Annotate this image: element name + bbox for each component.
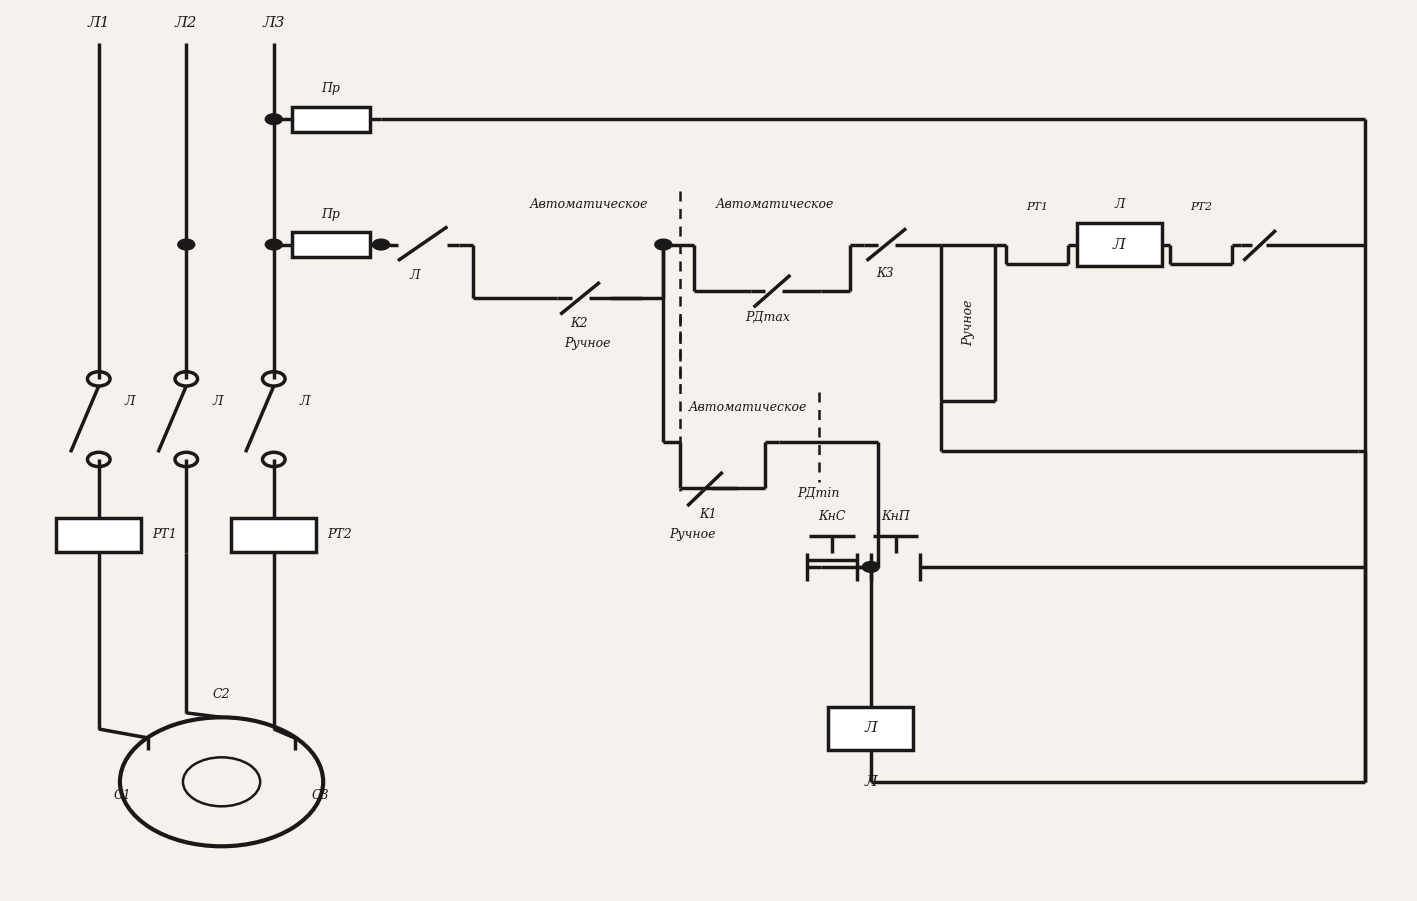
Text: РТ1: РТ1 <box>1026 202 1049 212</box>
Text: С1: С1 <box>113 788 132 802</box>
Text: Л: Л <box>1114 197 1125 211</box>
Text: РТ1: РТ1 <box>153 528 177 542</box>
Text: КнС: КнС <box>818 510 846 523</box>
Text: Л: Л <box>299 395 310 408</box>
Bar <box>57 518 142 551</box>
Text: К3: К3 <box>876 267 894 279</box>
Text: Л2: Л2 <box>176 16 197 31</box>
Text: Ручное: Ручное <box>669 528 716 542</box>
Text: Л: Л <box>864 775 877 788</box>
Text: Л: Л <box>410 269 419 282</box>
Text: Л1: Л1 <box>88 16 111 31</box>
Text: С2: С2 <box>213 688 231 702</box>
Text: РДmin: РДmin <box>798 487 840 500</box>
Text: РДmax: РДmax <box>745 312 791 324</box>
Text: Л: Л <box>213 395 222 408</box>
Bar <box>1077 223 1162 266</box>
Text: РТ2: РТ2 <box>327 528 353 542</box>
Text: Автоматическое: Автоматическое <box>529 197 648 211</box>
Circle shape <box>265 114 282 124</box>
Text: Л3: Л3 <box>262 16 285 31</box>
Circle shape <box>177 239 194 250</box>
Text: Пр: Пр <box>322 207 340 221</box>
Circle shape <box>863 561 880 572</box>
Text: Л: Л <box>1112 238 1125 251</box>
Text: К1: К1 <box>700 508 717 522</box>
Circle shape <box>655 239 672 250</box>
Circle shape <box>373 239 390 250</box>
Circle shape <box>265 239 282 250</box>
Bar <box>231 518 316 551</box>
Text: С3: С3 <box>312 788 329 802</box>
Text: Ручное: Ручное <box>962 300 975 346</box>
Bar <box>292 232 370 257</box>
Text: Автоматическое: Автоматическое <box>689 401 808 414</box>
Bar <box>292 106 370 132</box>
Text: КнП: КнП <box>881 510 910 523</box>
Text: Л: Л <box>125 395 135 408</box>
Text: К2: К2 <box>570 317 588 330</box>
Bar <box>829 706 913 750</box>
Text: Л: Л <box>864 721 877 735</box>
Text: Автоматическое: Автоматическое <box>716 197 835 211</box>
Text: Пр: Пр <box>322 82 340 96</box>
Text: РТ2: РТ2 <box>1190 202 1212 212</box>
Text: Ручное: Ручное <box>564 337 611 350</box>
